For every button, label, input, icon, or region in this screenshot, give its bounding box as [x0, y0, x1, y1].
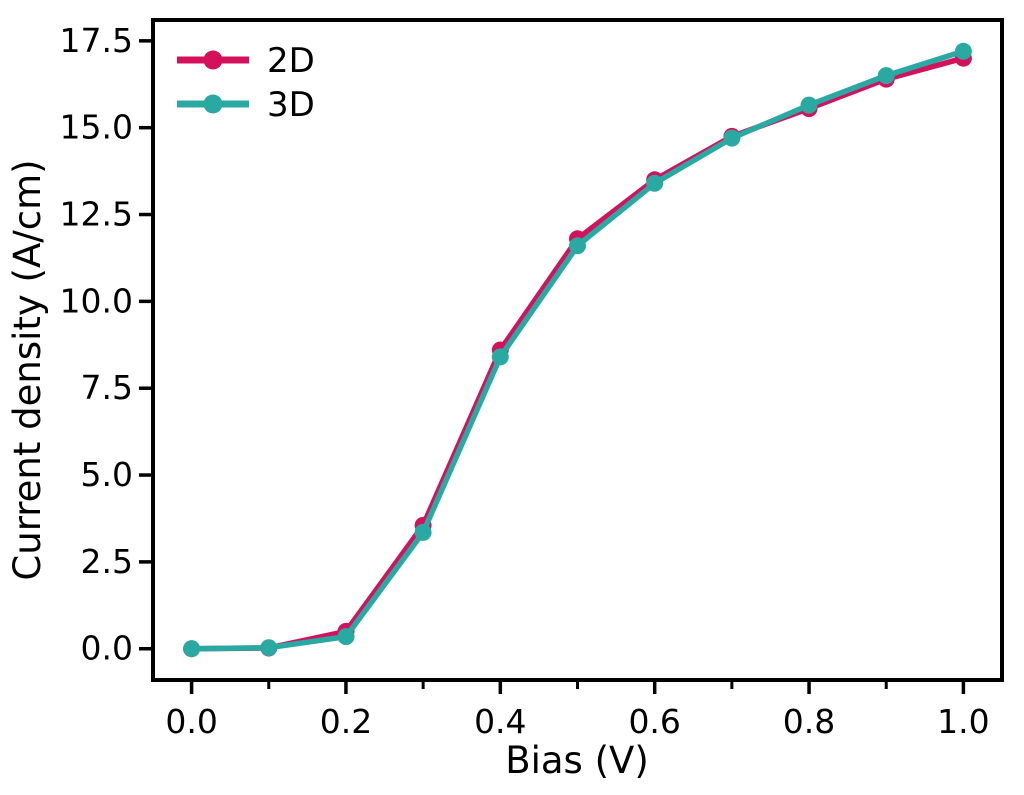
- legend-swatch-marker-3D: [203, 94, 223, 114]
- series-line-2D: [188, 55, 967, 652]
- y-tick-label-7.5: 7.5: [81, 368, 133, 407]
- x-tick-label-0.6: 0.6: [628, 702, 680, 741]
- y-tick-label-0.0: 0.0: [81, 629, 133, 668]
- series-marker-3D-0.6: [646, 174, 664, 192]
- ticks-group: 0.0 0.2 0.4 0.6 0.8 1.0 0.0 2.5 5.0 7.5 10.0 12.5 15…: [60, 21, 990, 741]
- y-axis-label: Current density (A/cm): [6, 159, 49, 580]
- series-marker-3D-0.1: [260, 639, 278, 657]
- y-tick-label-10.0: 10.0: [60, 281, 133, 320]
- x-tick-label-0.2: 0.2: [320, 702, 372, 741]
- series-marker-3D-0.2: [337, 628, 355, 646]
- series-marker-3D-0.4: [491, 348, 509, 366]
- plot-border: [151, 18, 1004, 682]
- x-tick-label-0.0: 0.0: [165, 702, 217, 741]
- y-tick-label-15.0: 15.0: [60, 108, 133, 147]
- series-group: [183, 42, 972, 658]
- y-tick-label-12.5: 12.5: [60, 195, 133, 234]
- legend-label-3D: 3D: [267, 85, 315, 125]
- x-axis-label: Bias (V): [505, 739, 649, 782]
- series-marker-3D-0.5: [569, 237, 586, 255]
- series-marker-3D-0.7: [723, 129, 741, 147]
- series-marker-3D-0: [183, 640, 201, 658]
- series-line-3D: [188, 48, 967, 652]
- x-tick-label-0.4: 0.4: [474, 702, 526, 741]
- series-marker-3D-0.3: [414, 523, 432, 541]
- x-tick-label-1.0: 1.0: [937, 702, 989, 741]
- series-marker-3D-1: [954, 42, 972, 60]
- y-tick-label-5.0: 5.0: [81, 455, 133, 494]
- legend-label-2D: 2D: [267, 41, 315, 81]
- legend-swatch-marker-2D: [203, 50, 223, 70]
- series-marker-3D-0.9: [877, 67, 895, 85]
- y-tick-label-2.5: 2.5: [81, 542, 133, 581]
- series-marker-3D-0.8: [800, 96, 818, 114]
- x-tick-label-0.8: 0.8: [783, 702, 835, 741]
- axes-group: [151, 18, 1004, 682]
- y-tick-label-17.5: 17.5: [60, 21, 133, 60]
